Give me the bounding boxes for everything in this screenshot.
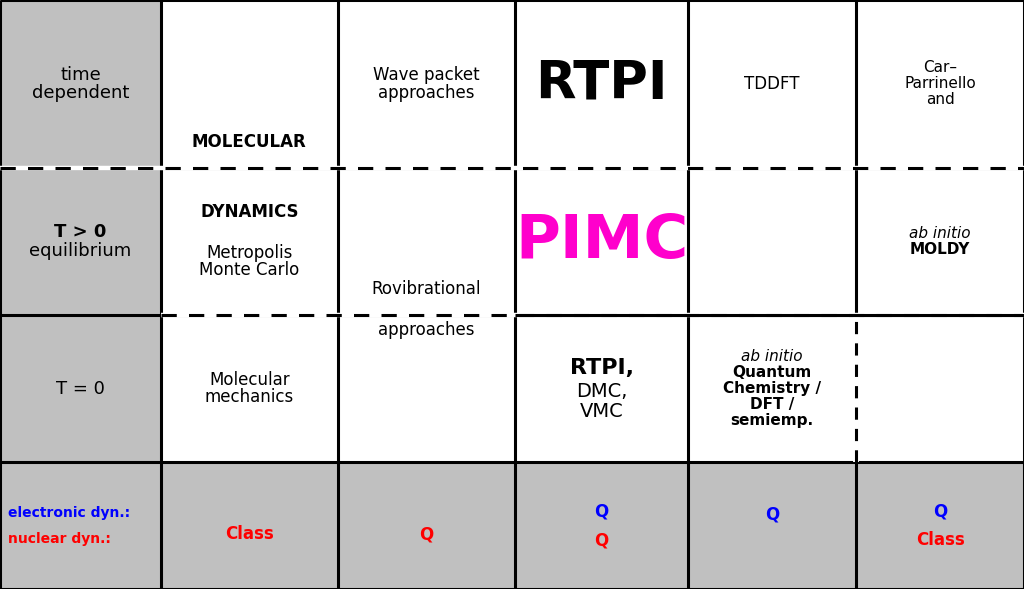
Bar	[515, 0, 688, 168]
Text: Parrinello: Parrinello	[904, 77, 976, 91]
Text: nuclear dyn.:: nuclear dyn.:	[8, 532, 111, 546]
Bar	[0, 315, 161, 462]
Bar	[515, 168, 688, 315]
Bar	[161, 315, 338, 462]
Bar	[161, 168, 338, 315]
Bar	[515, 462, 688, 589]
Bar	[338, 168, 515, 315]
Text: DYNAMICS: DYNAMICS	[200, 203, 299, 221]
Text: MOLECULAR: MOLECULAR	[191, 133, 307, 151]
Text: Car–: Car–	[923, 61, 957, 75]
Bar	[856, 0, 1024, 168]
Bar	[338, 315, 515, 462]
Bar	[688, 462, 856, 589]
Text: semiemp.: semiemp.	[730, 413, 814, 428]
Bar	[0, 168, 161, 315]
Bar	[338, 0, 515, 168]
Text: Metropolis: Metropolis	[206, 244, 293, 262]
Bar	[856, 462, 1024, 589]
Text: T = 0: T = 0	[56, 380, 104, 398]
Text: Quantum: Quantum	[732, 365, 812, 380]
Bar	[688, 315, 856, 462]
Bar	[856, 315, 1024, 462]
Text: Q: Q	[933, 502, 947, 520]
Text: T > 0: T > 0	[54, 223, 106, 241]
Text: and: and	[926, 92, 954, 107]
Text: Wave packet: Wave packet	[373, 66, 480, 84]
Text: VMC: VMC	[580, 402, 624, 422]
Text: approaches: approaches	[378, 84, 475, 102]
Text: equilibrium: equilibrium	[30, 242, 131, 260]
Bar	[338, 462, 515, 589]
Bar	[161, 462, 338, 589]
Text: mechanics: mechanics	[205, 388, 294, 406]
Text: DMC,: DMC,	[575, 382, 628, 401]
Bar	[161, 0, 338, 168]
Text: PIMC: PIMC	[515, 212, 688, 271]
Text: Q: Q	[595, 502, 608, 520]
Bar	[688, 0, 856, 168]
Bar	[688, 168, 856, 315]
Text: Monte Carlo: Monte Carlo	[200, 262, 299, 280]
Bar	[856, 168, 1024, 315]
Text: Q: Q	[765, 505, 779, 523]
Text: DFT /: DFT /	[750, 397, 795, 412]
Bar	[0, 0, 161, 168]
Text: approaches: approaches	[378, 321, 475, 339]
Text: Chemistry /: Chemistry /	[723, 381, 821, 396]
Bar	[515, 315, 688, 462]
Bar	[0, 462, 161, 589]
Text: RTPI: RTPI	[536, 58, 668, 110]
Text: Rovibrational: Rovibrational	[372, 280, 481, 298]
Text: Class: Class	[225, 525, 273, 544]
Text: time: time	[60, 65, 100, 84]
Text: Class: Class	[915, 531, 965, 549]
Text: ab initio: ab initio	[909, 226, 971, 241]
Text: Molecular: Molecular	[209, 371, 290, 389]
Text: dependent: dependent	[32, 84, 129, 102]
Text: TDDFT: TDDFT	[744, 75, 800, 93]
Text: ab initio: ab initio	[741, 349, 803, 365]
Text: MOLDY: MOLDY	[910, 242, 970, 257]
Text: Q: Q	[420, 525, 433, 544]
Text: Q: Q	[595, 531, 608, 549]
Text: RTPI,: RTPI,	[569, 359, 634, 379]
Text: electronic dyn.:: electronic dyn.:	[8, 505, 130, 519]
